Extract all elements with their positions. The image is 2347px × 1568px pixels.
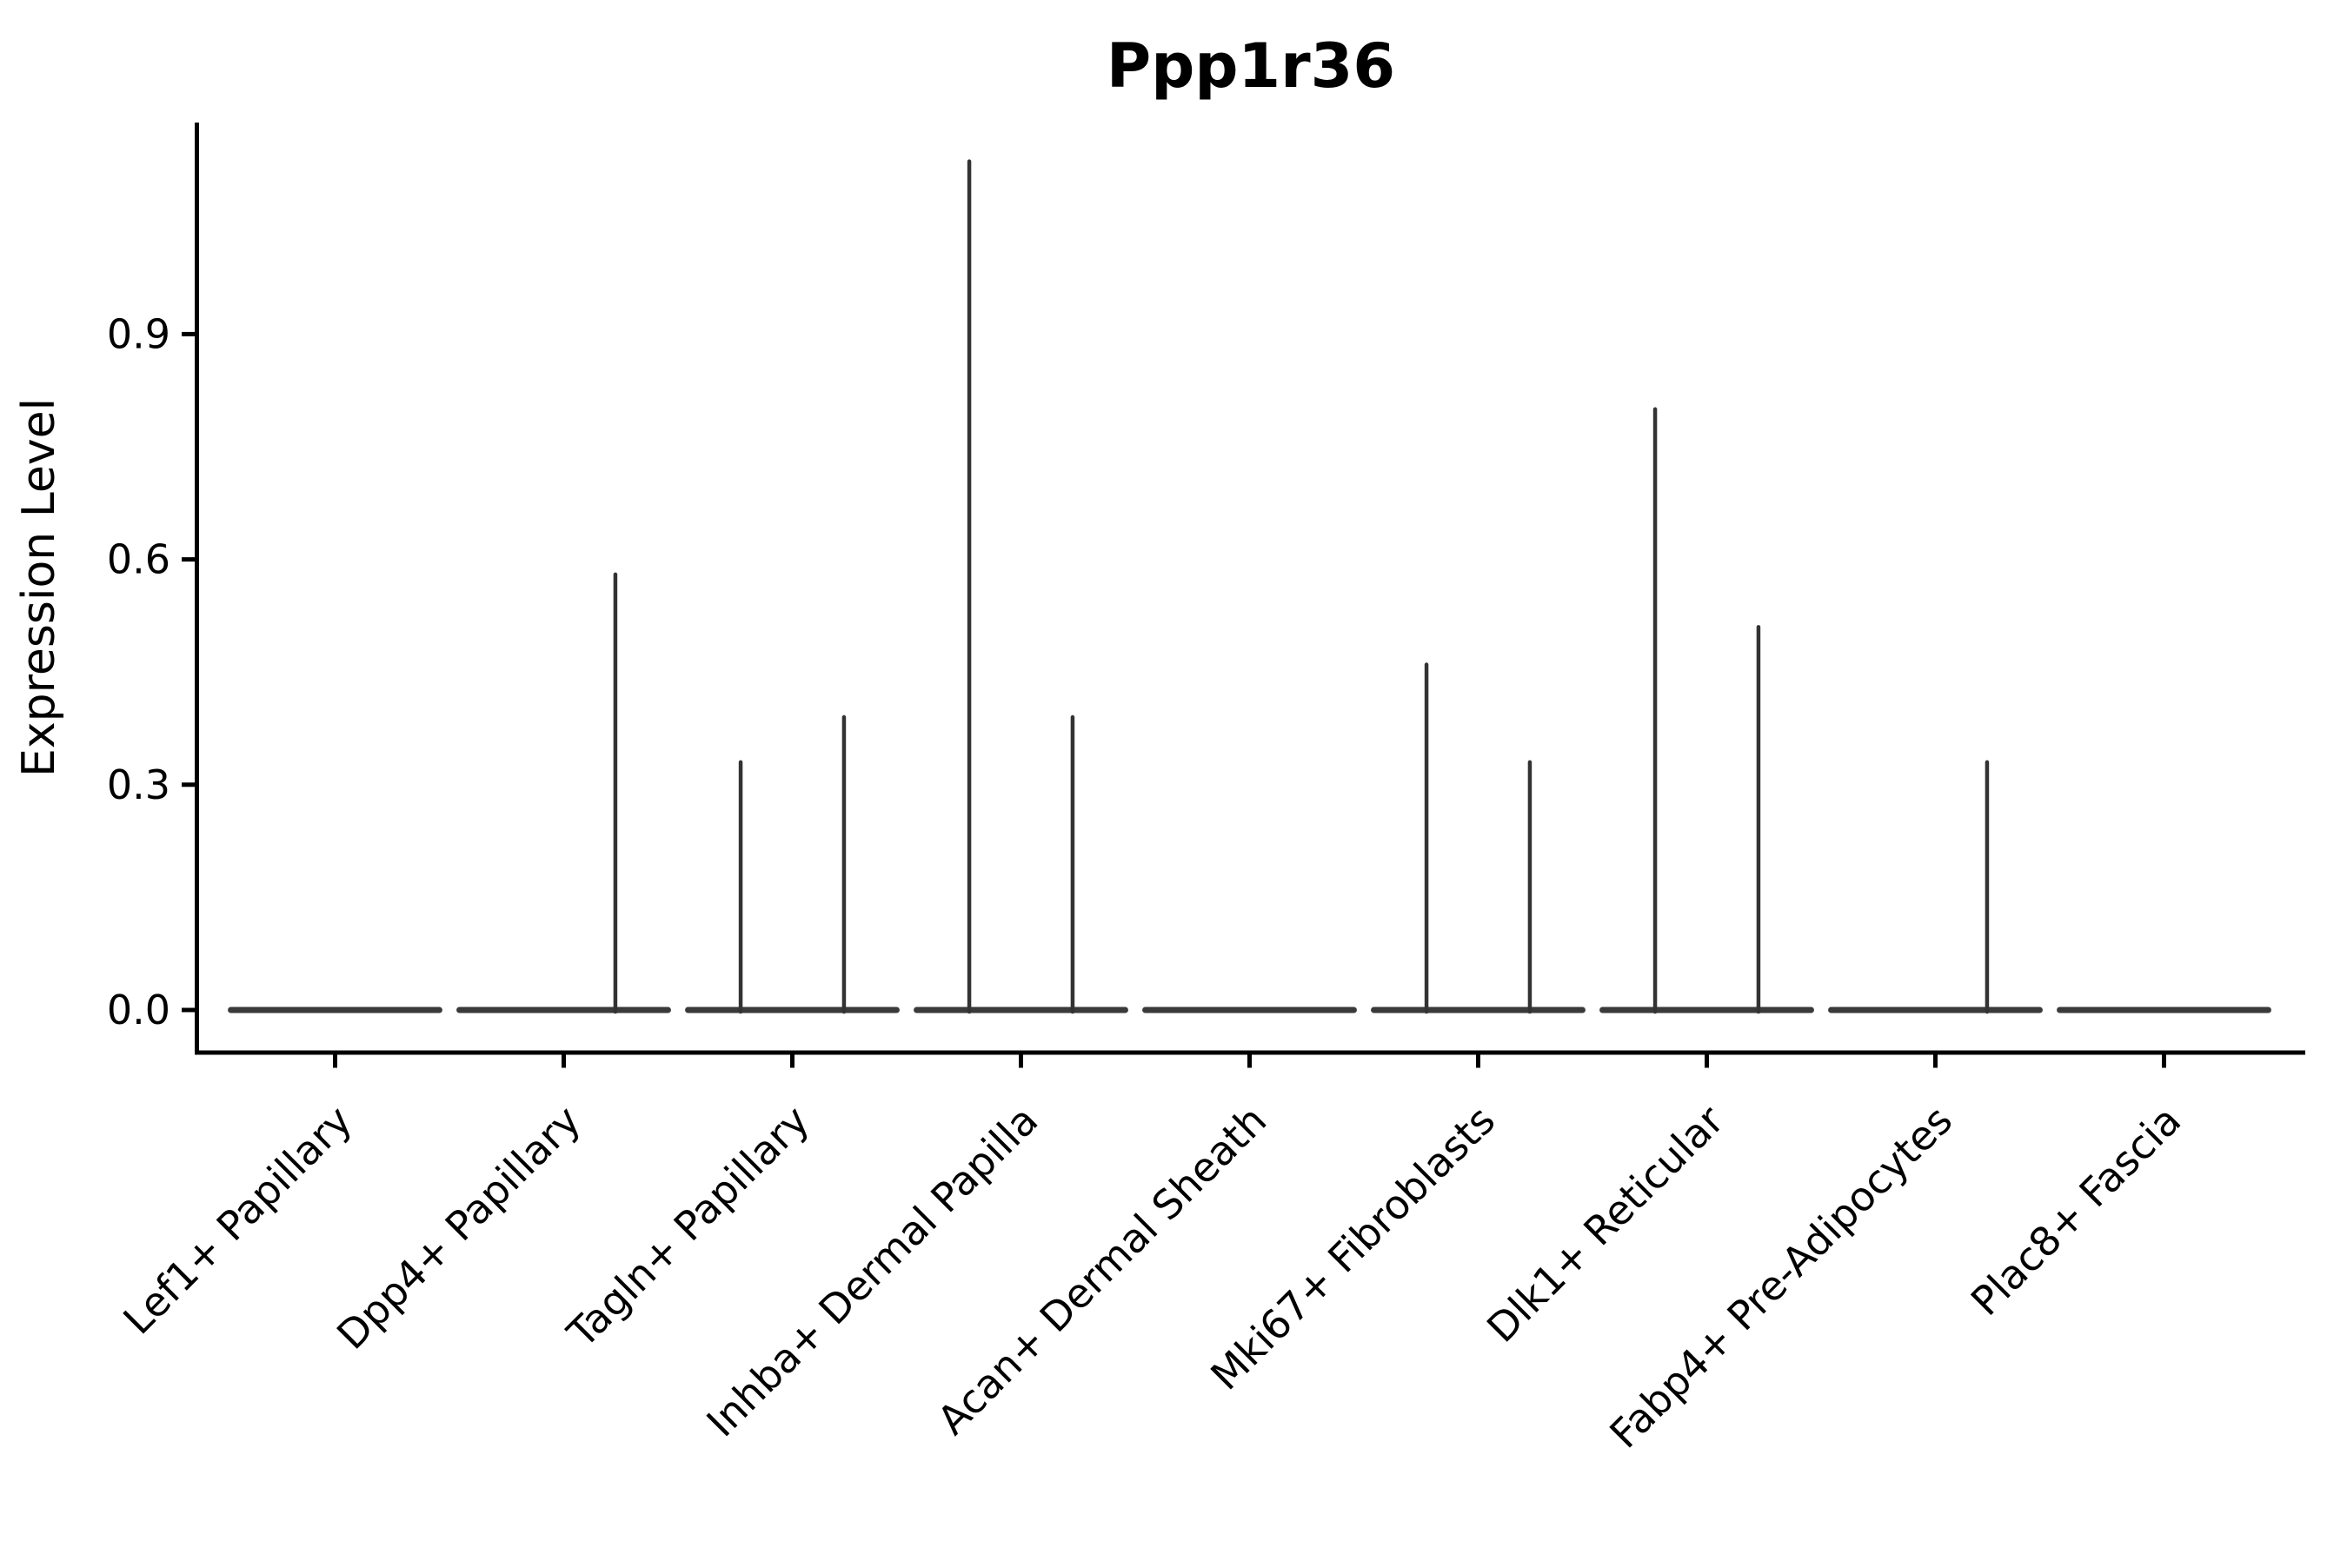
- violin-layer: [228, 159, 2271, 1014]
- y-tick-label: 0.6: [107, 536, 170, 583]
- x-tick-label: Tagln+ Papillary: [558, 1097, 819, 1358]
- x-tick-label: Dlk1+ Reticular: [1478, 1097, 1732, 1352]
- y-tick-label: 0.3: [107, 761, 170, 808]
- y-tick-label: 0.0: [107, 987, 170, 1033]
- y-tick-label: 0.9: [107, 310, 170, 357]
- x-tick-label: Lef1+ Papillary: [114, 1097, 361, 1344]
- y-axis-label: Expression Level: [13, 398, 65, 777]
- x-tick-label: Dpp4+ Papillary: [328, 1097, 589, 1359]
- x-tick-label: Plac8+ Fascia: [1962, 1097, 2190, 1325]
- chart-title: Ppp1r36: [1107, 30, 1395, 102]
